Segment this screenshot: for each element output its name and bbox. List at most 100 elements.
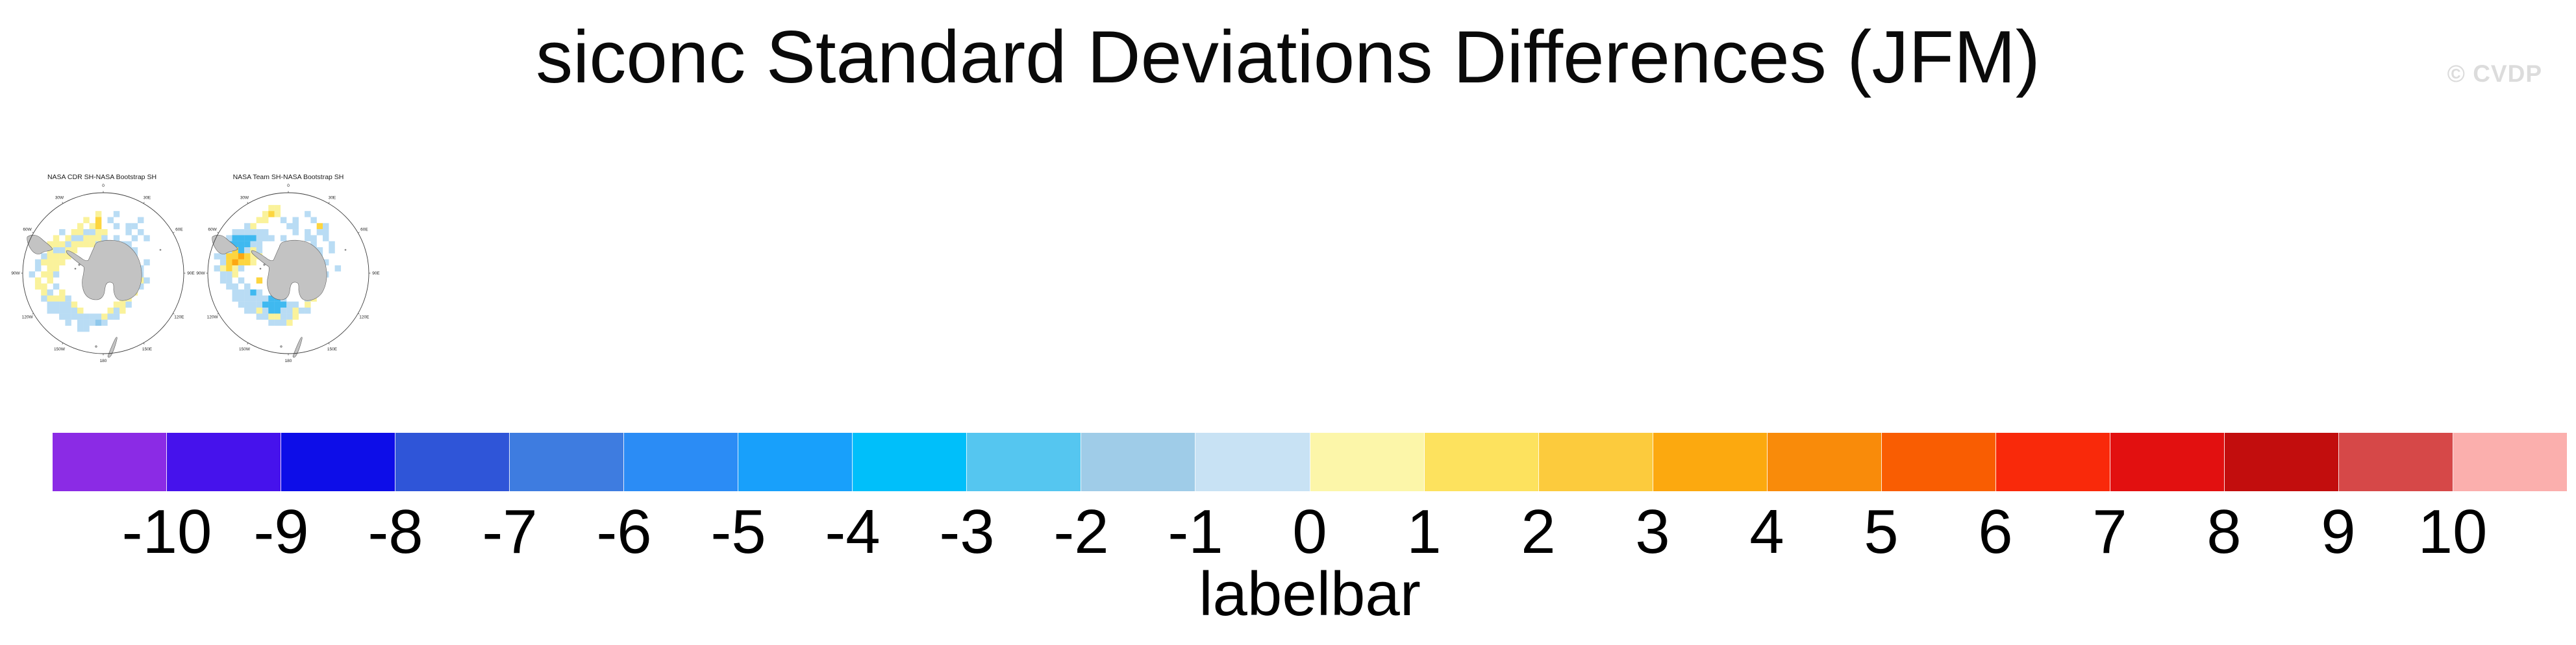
map-cell [65, 301, 71, 308]
map-cell [250, 241, 256, 248]
map-cell [59, 247, 66, 254]
colorbar-tick-label: -8 [368, 497, 423, 566]
map-cell [89, 241, 96, 248]
map-cell [256, 235, 263, 241]
map-cell [89, 313, 96, 320]
map-cell [292, 223, 299, 230]
map-cell [53, 247, 60, 254]
map-cell [77, 229, 84, 236]
map-cell [268, 204, 275, 212]
map-cell [53, 271, 60, 278]
map-cell [238, 253, 245, 260]
map-cell [226, 235, 232, 241]
map-cell [59, 253, 66, 260]
map-cell [316, 223, 323, 230]
colorbar-tick-label: 10 [2418, 497, 2488, 566]
map-cell [65, 235, 71, 241]
map-cell [65, 253, 71, 260]
map-cell [334, 265, 342, 272]
map-cell [310, 235, 317, 241]
map-cell [286, 308, 293, 314]
longitude-label: 30E [329, 195, 336, 200]
map-cell [219, 271, 227, 278]
longitude-tick [173, 232, 175, 234]
longitude-tick [358, 313, 360, 315]
map-cell [47, 241, 53, 248]
colorbar-segment [53, 433, 168, 491]
colorbar-segment [2110, 433, 2225, 491]
map-cell [125, 241, 132, 248]
map-cell [144, 277, 150, 284]
figure-title: siconc Standard Deviations Differences (… [536, 16, 2040, 99]
map-cell [65, 308, 71, 314]
longitude-label: 150E [142, 347, 153, 352]
map-cell [53, 253, 60, 260]
map-cell [125, 223, 132, 230]
map-cell [250, 247, 256, 254]
map-cell [59, 229, 66, 236]
map-cell [65, 319, 71, 326]
map-cell [83, 235, 90, 241]
map-cell [138, 283, 144, 290]
map-cell [286, 301, 293, 308]
map-cell [280, 308, 287, 314]
map-cell [238, 289, 245, 296]
map-cell [83, 325, 90, 332]
map-cell [107, 217, 114, 223]
map-cell [292, 217, 299, 223]
map-cell [305, 308, 311, 314]
colorbar-segment [167, 433, 282, 491]
map-cell [131, 247, 138, 254]
islet [344, 249, 347, 251]
map-cell [65, 247, 71, 254]
map-cell [232, 259, 238, 266]
map-cell [47, 295, 53, 302]
map-cell [262, 308, 269, 314]
map-cell [244, 235, 251, 241]
map-cell [323, 229, 329, 236]
colorbar-segment [967, 433, 1082, 491]
colorbar-tick-label: 3 [1635, 497, 1670, 566]
islet [74, 267, 77, 270]
land-shape [292, 337, 303, 358]
map-cell [77, 313, 84, 320]
map-cell [286, 313, 293, 320]
map-cell [77, 308, 84, 314]
map-cell [41, 253, 47, 260]
colorbar-caption: labelbar [1199, 559, 1421, 629]
map-cell [238, 235, 245, 241]
map-cell [77, 319, 84, 326]
map-cell [238, 265, 245, 272]
map-cell [262, 211, 269, 217]
colorbar-tick-label: 9 [2321, 497, 2356, 566]
map-cell [305, 235, 311, 241]
map-cell [101, 313, 108, 320]
map-cell [268, 301, 275, 308]
colorbar-tick-label: -4 [825, 497, 881, 566]
map-cell [53, 235, 60, 241]
map-cell [77, 235, 84, 241]
map-cell [59, 295, 66, 302]
map-cell [41, 283, 47, 290]
map-cell [256, 289, 263, 296]
map-cell [83, 241, 90, 248]
longitude-label: 120E [359, 315, 369, 320]
map-cell [138, 229, 144, 236]
longitude-label: 90E [187, 271, 195, 276]
map-cell [53, 308, 60, 314]
map-cell [95, 229, 102, 236]
colorbar-segment [1310, 433, 1425, 491]
map-cell [83, 217, 90, 223]
map-cell [113, 223, 120, 230]
map-cell [113, 308, 120, 314]
map-cell [41, 271, 47, 278]
map-cell [262, 295, 269, 302]
map-cell [95, 313, 102, 320]
colorbar-segment [2453, 433, 2568, 491]
map-cell [262, 235, 269, 241]
longitude-label: 120W [207, 315, 219, 320]
islet [263, 263, 266, 266]
map-cell [244, 289, 251, 296]
longitude-label: 30W [240, 195, 249, 200]
land-shape [212, 234, 238, 254]
